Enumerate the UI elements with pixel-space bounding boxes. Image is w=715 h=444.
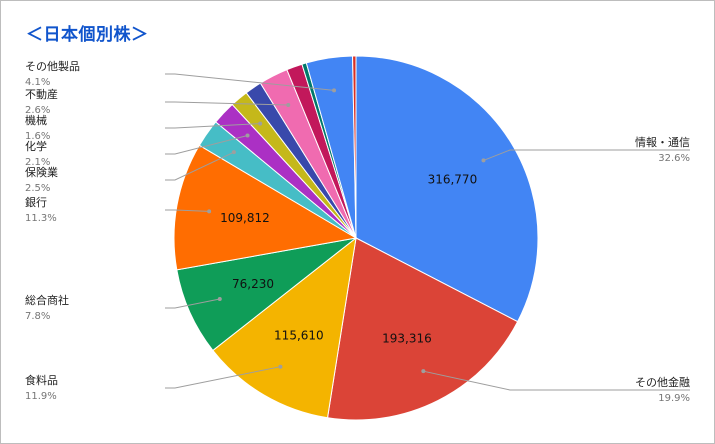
slice-value-label: 193,316 — [382, 332, 432, 346]
slice-value-label: 316,770 — [428, 172, 478, 186]
slice-category-label: その他製品 — [25, 59, 80, 73]
leader-line — [165, 123, 261, 129]
slice-category-label: 機械 — [25, 113, 47, 127]
leader-line — [423, 370, 690, 391]
slice-value-label: 76,230 — [232, 277, 274, 291]
slice-percent-label: 7.8% — [25, 311, 50, 322]
slice-category-label: 銀行 — [25, 195, 47, 209]
slice-percent-label: 2.1% — [25, 157, 50, 168]
chart-title: ＜日本個別株＞ — [26, 25, 149, 45]
pie-slice — [355, 55, 539, 323]
slice-percent-label: 1.6% — [25, 131, 50, 142]
leader-line — [165, 135, 248, 155]
slice-category-label: 保険業 — [25, 165, 58, 179]
slice-category-label: 食料品 — [25, 373, 58, 387]
slice-percent-label: 2.5% — [25, 183, 50, 194]
slice-percent-label: 11.3% — [25, 213, 57, 224]
leader-line — [165, 73, 335, 91]
slice-category-label: 総合商社 — [25, 293, 69, 307]
leader-line — [165, 101, 289, 106]
slice-category-label: 化学 — [25, 139, 47, 153]
slice-category-label: 情報・通信 — [635, 136, 690, 149]
leader-line — [165, 209, 210, 212]
leader-line — [165, 298, 220, 309]
slice-category-label: 不動産 — [25, 87, 58, 101]
slice-category-label: その他金融 — [635, 375, 690, 389]
leader-line — [483, 149, 690, 161]
slice-percent-label: 32.6% — [658, 153, 690, 164]
leader-line — [165, 366, 281, 389]
slice-value-label: 115,610 — [274, 328, 324, 342]
pie-slice — [326, 237, 519, 421]
slice-percent-label: 19.9% — [658, 393, 690, 404]
slice-value-label: 109,812 — [220, 211, 270, 225]
slice-percent-label: 11.9% — [25, 391, 57, 402]
slice-percent-label: 2.6% — [25, 105, 50, 116]
pie-slice — [173, 144, 358, 271]
pie-slice — [352, 55, 357, 239]
slice-percent-label: 4.1% — [25, 77, 50, 88]
leader-line — [165, 151, 235, 181]
